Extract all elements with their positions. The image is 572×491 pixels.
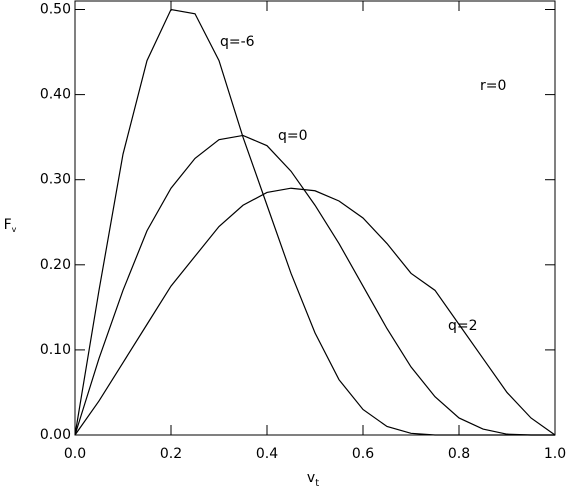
y-tick-label: 0.00 bbox=[40, 427, 71, 443]
y-axis-label-sub: v bbox=[12, 225, 17, 234]
series-line bbox=[74, 134, 555, 436]
x-axis-label: vt bbox=[307, 470, 319, 489]
y-tick-label: 0.50 bbox=[40, 2, 71, 18]
x-tick-label: 0.0 bbox=[64, 446, 86, 462]
series-label: q=0 bbox=[278, 128, 308, 144]
plot-frame bbox=[74, 0, 556, 436]
y-tick-label: 0.20 bbox=[40, 257, 71, 273]
series-line bbox=[74, 187, 556, 436]
x-tick-label: 0.6 bbox=[352, 446, 374, 462]
x-axis-label-sub: t bbox=[315, 478, 319, 489]
annotation: r=0 bbox=[480, 78, 506, 94]
y-tick-label: 0.30 bbox=[40, 172, 71, 188]
series-label: q=2 bbox=[448, 318, 478, 334]
x-tick-label: 0.8 bbox=[448, 446, 470, 462]
series-label: q=-6 bbox=[220, 34, 255, 50]
y-tick-label: 0.10 bbox=[40, 342, 71, 358]
x-tick-label: 0.2 bbox=[160, 446, 182, 462]
y-tick-label: 0.40 bbox=[40, 87, 71, 103]
x-tick-label: 1.0 bbox=[544, 446, 566, 462]
x-tick-label: 0.4 bbox=[256, 446, 278, 462]
series-line bbox=[74, 8, 555, 436]
x-axis-label-main: v bbox=[307, 470, 315, 486]
y-axis-label: Fv bbox=[4, 217, 17, 234]
y-axis-label-main: F bbox=[4, 217, 12, 233]
